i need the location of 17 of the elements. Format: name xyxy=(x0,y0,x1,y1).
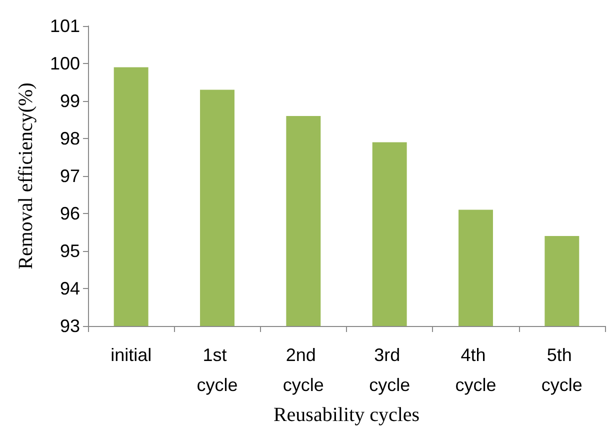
x-tick-label: 5th cycle xyxy=(541,345,582,395)
y-tick-label: 93 xyxy=(60,316,80,336)
x-tick-label: 3rd cycle xyxy=(369,345,410,395)
x-axis-title: Reusability cycles xyxy=(273,404,420,426)
y-axis-title: Removal efficiency(%) xyxy=(15,82,37,270)
x-tick-label: initial xyxy=(110,345,152,365)
y-tick-label: 101 xyxy=(50,16,80,36)
y-tick-label: 99 xyxy=(60,91,80,111)
x-tick-label: 1st cycle xyxy=(196,345,238,395)
y-tick-label: 96 xyxy=(60,204,80,224)
y-tick-label: 95 xyxy=(60,241,80,261)
y-tick-label: 98 xyxy=(60,128,80,148)
y-tick-label: 100 xyxy=(50,54,80,74)
x-tick-label: 2nd cycle xyxy=(282,345,324,395)
y-tick-label: 94 xyxy=(60,278,80,298)
x-tick-label: 4th cycle xyxy=(455,345,496,395)
y-tick-label: 97 xyxy=(60,166,80,186)
